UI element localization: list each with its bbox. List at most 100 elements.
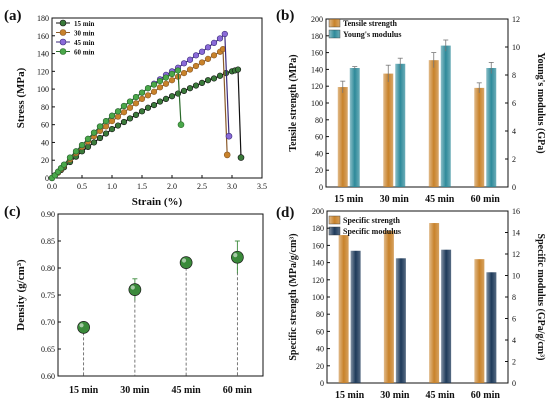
a-series-break-point bbox=[223, 151, 231, 159]
a-series-point bbox=[108, 126, 116, 133]
b-ytick-label: 40 bbox=[315, 149, 323, 158]
a-ytick-label: 100 bbox=[37, 85, 49, 94]
d-y2tick-label: 4 bbox=[512, 336, 516, 345]
c-y-axis-title: Density (g/cm³) bbox=[15, 259, 27, 331]
a-xtick-label: 1.5 bbox=[137, 182, 147, 191]
a-series-point bbox=[78, 142, 86, 149]
a-legend-marker-2 bbox=[59, 38, 67, 46]
d-y2tick-label: 2 bbox=[512, 358, 516, 367]
a-series-point bbox=[234, 66, 242, 73]
a-series-point bbox=[66, 154, 74, 161]
b-legend-swatch-1 bbox=[328, 29, 341, 39]
b-ytick-label: 80 bbox=[315, 116, 323, 125]
a-series-point bbox=[132, 111, 140, 118]
b-category-label: 30 min bbox=[380, 194, 410, 205]
d-ytick-label: 120 bbox=[312, 276, 324, 285]
a-series-point bbox=[216, 72, 224, 79]
a-series-point bbox=[138, 89, 146, 96]
d-category-label: 15 min bbox=[335, 390, 365, 401]
a-series-point bbox=[102, 123, 110, 130]
b-ytick-label: 160 bbox=[311, 49, 323, 58]
b-ytick-label: 140 bbox=[311, 65, 323, 74]
a-series-point bbox=[186, 56, 194, 63]
a-xtick-label: 2.0 bbox=[167, 182, 177, 191]
a-series-point bbox=[114, 108, 122, 115]
c-data-point bbox=[77, 321, 90, 334]
d-y2tick-label: 0 bbox=[512, 379, 516, 388]
a-plot-frame bbox=[51, 17, 263, 179]
a-xtick-label: 0.0 bbox=[47, 182, 57, 191]
a-legend-marker-1 bbox=[59, 29, 67, 36]
d-y2tick-label: 10 bbox=[512, 272, 520, 281]
a-series-point bbox=[210, 52, 218, 59]
a-series-point bbox=[114, 113, 122, 120]
d-y2tick-label: 14 bbox=[512, 229, 520, 238]
d-legend-label-0: Specific strength bbox=[343, 216, 401, 225]
d-ytick-label: 0 bbox=[320, 379, 324, 388]
a-xtick-label: 3.5 bbox=[257, 182, 267, 191]
c-ytick-label: 0.65 bbox=[41, 345, 55, 354]
d-ytick-label: 80 bbox=[316, 310, 324, 319]
a-series-point bbox=[198, 79, 206, 86]
d-bar-specific-modulus bbox=[486, 272, 497, 383]
a-legend-label-2: 45 min bbox=[74, 39, 95, 47]
a-series-point bbox=[120, 102, 128, 110]
d-legend-swatch-0 bbox=[328, 215, 341, 225]
a-ytick-label: 160 bbox=[37, 32, 49, 41]
a-series-point bbox=[168, 77, 176, 84]
a-series-point bbox=[114, 122, 122, 129]
a-series-point bbox=[102, 130, 110, 137]
a-series-point bbox=[156, 78, 164, 85]
b-category-label: 45 min bbox=[425, 194, 455, 205]
b-y2tick-label: 0 bbox=[512, 183, 516, 192]
b-legend-swatch-0 bbox=[328, 18, 341, 28]
b-bar-tensile bbox=[337, 87, 348, 187]
b-y2tick-label: 6 bbox=[512, 99, 516, 108]
d-ytick-label: 200 bbox=[312, 207, 324, 216]
d-bar-specific-modulus bbox=[395, 258, 406, 383]
d-y2tick-label: 12 bbox=[512, 250, 520, 259]
c-data-point bbox=[231, 250, 244, 264]
d-legend-swatch-1 bbox=[328, 226, 341, 236]
a-series-point bbox=[108, 112, 116, 119]
b-bar-modulus bbox=[440, 45, 451, 187]
c-ytick-label: 0.70 bbox=[41, 318, 55, 327]
b-y2tick-label: 4 bbox=[512, 127, 516, 136]
a-series-point bbox=[162, 74, 170, 81]
panel-b-tensile-modulus: (b) 0 20 40 60 80 100 120 140 160 180 200 0 2 4 6 8 10 12 1… bbox=[276, 8, 546, 205]
panel-a-stress-strain: (a) 0 20 40 60 80 100 120 140 160 180 0.0 0.5 1.0 1.5 2… bbox=[4, 8, 267, 208]
c-ytick-label: 0.85 bbox=[41, 237, 55, 246]
a-series-point bbox=[132, 100, 140, 107]
c-category-label: 15 min bbox=[69, 385, 99, 396]
a-series-point bbox=[204, 55, 212, 62]
a-series-point bbox=[120, 118, 128, 126]
a-series-point bbox=[144, 85, 152, 92]
a-series-point bbox=[192, 62, 200, 70]
a-series-point bbox=[144, 104, 152, 111]
b-y2tick-label: 12 bbox=[512, 15, 520, 24]
a-series-point bbox=[204, 77, 212, 84]
a-series-point bbox=[221, 30, 228, 38]
b-y2-axis-title: Young's modulus (GPa) bbox=[535, 52, 546, 153]
d-bar-specific-strength bbox=[383, 230, 394, 383]
b-bar-tensile bbox=[383, 73, 394, 187]
a-series-point bbox=[60, 161, 68, 168]
b-y-axis-title: Tensile strength (MPa) bbox=[288, 54, 299, 151]
d-ytick-label: 180 bbox=[312, 224, 324, 233]
a-ytick-label: 40 bbox=[41, 138, 49, 147]
a-y-axis-title: Stress (MPa) bbox=[15, 67, 27, 128]
a-series-point bbox=[162, 95, 170, 102]
panel-d-specific-properties: (d) 0 20 40 60 80 100 120 140 160 180 200 0 2 4 6 8 10 12 1… bbox=[276, 205, 546, 401]
panel-label-d: (d) bbox=[276, 205, 294, 221]
d-category-label: 45 min bbox=[426, 390, 456, 401]
a-series-point bbox=[84, 143, 92, 150]
b-ytick-label: 120 bbox=[311, 82, 323, 91]
a-series-point bbox=[84, 135, 92, 142]
b-bar-modulus bbox=[349, 68, 360, 187]
a-series-break-point bbox=[177, 121, 185, 128]
d-ytick-label: 160 bbox=[312, 241, 324, 250]
d-bar-specific-modulus bbox=[441, 249, 452, 383]
c-plot-frame bbox=[57, 213, 264, 377]
b-ytick-label: 100 bbox=[311, 99, 323, 108]
b-bar-tensile bbox=[474, 87, 485, 187]
